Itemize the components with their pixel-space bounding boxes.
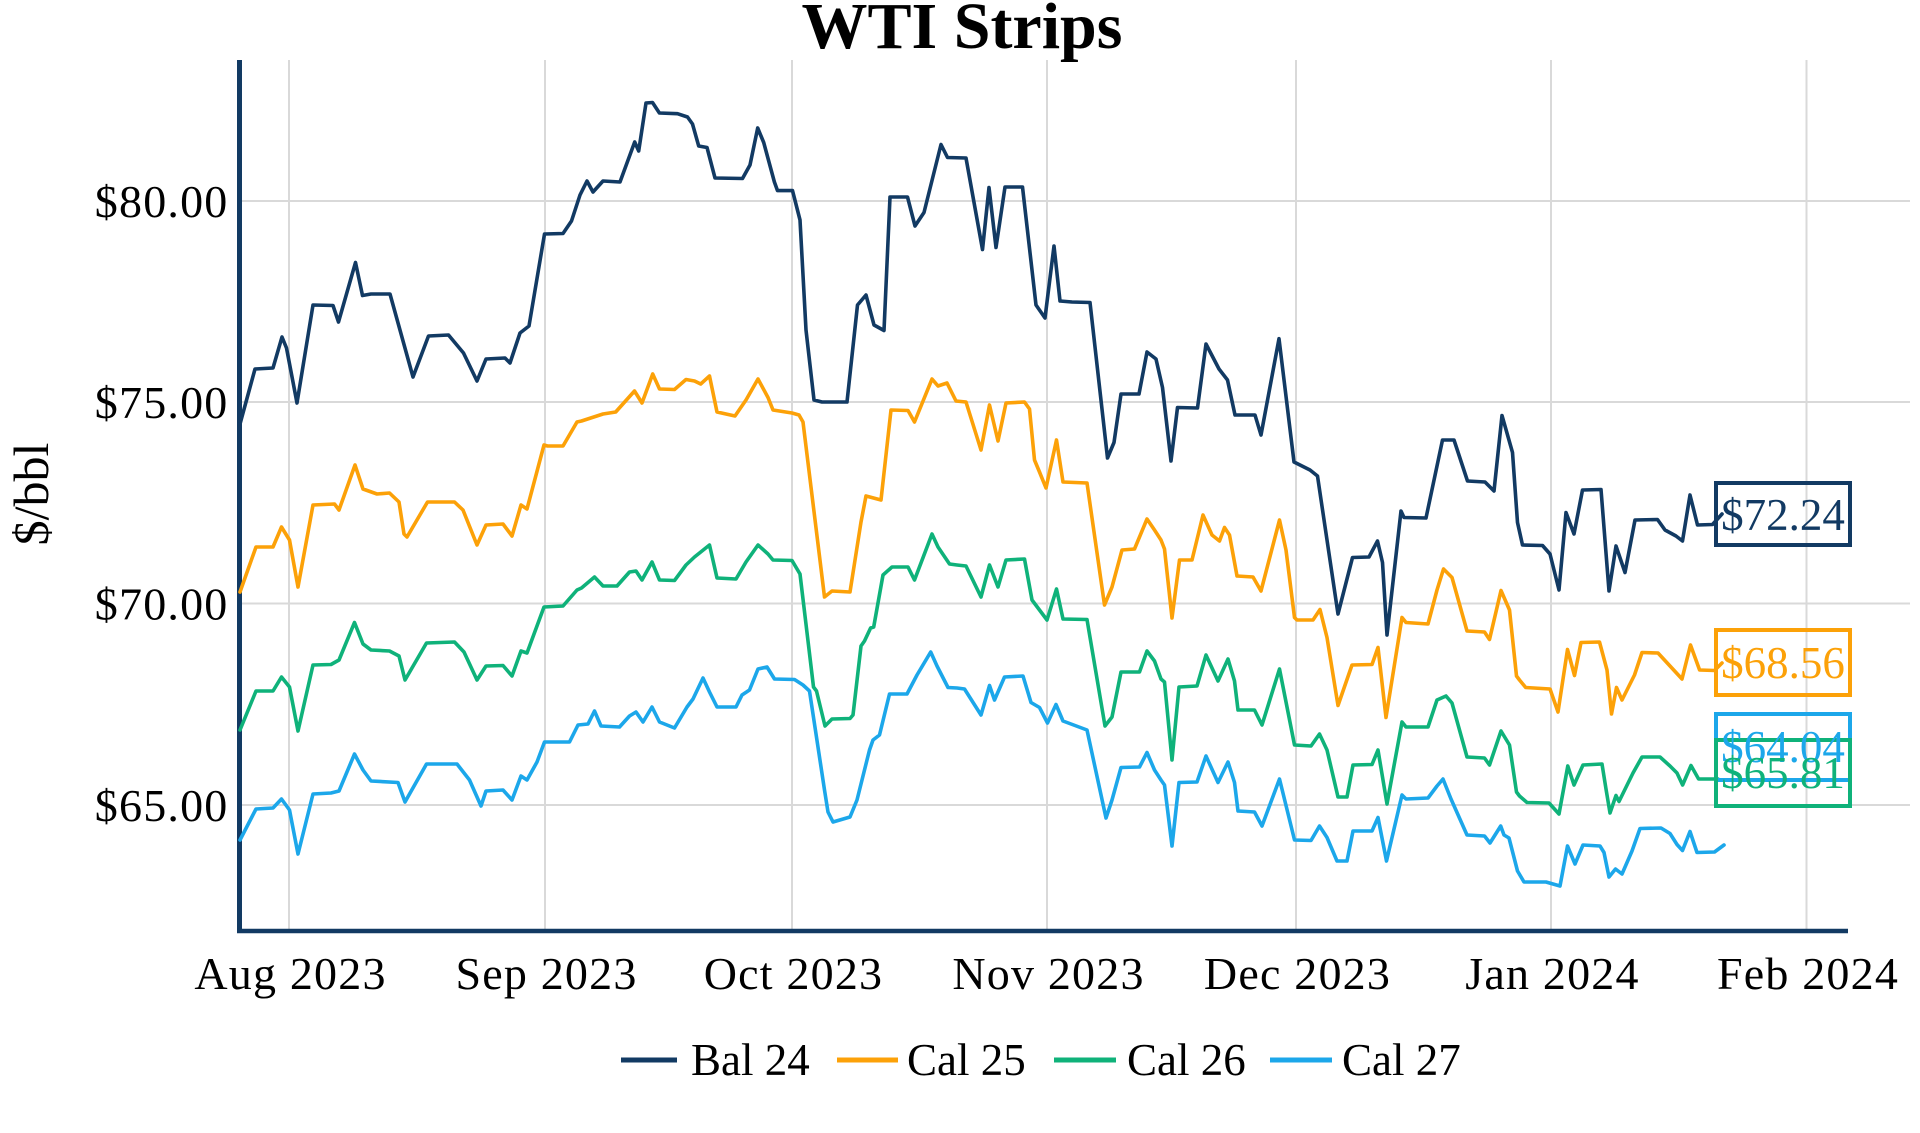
svg-text:Jan 2024: Jan 2024 [1465, 948, 1639, 999]
svg-text:Feb 2024: Feb 2024 [1717, 948, 1899, 999]
svg-text:$65.00: $65.00 [95, 780, 229, 831]
svg-text:$/bbl: $/bbl [3, 443, 59, 546]
svg-text:Sep 2023: Sep 2023 [455, 948, 637, 999]
svg-text:$68.56: $68.56 [1721, 638, 1845, 688]
svg-text:Aug 2023: Aug 2023 [194, 948, 386, 999]
svg-text:$64.04: $64.04 [1721, 722, 1845, 772]
svg-text:Nov 2023: Nov 2023 [952, 948, 1144, 999]
svg-text:$70.00: $70.00 [95, 579, 229, 630]
svg-text:$65.81: $65.81 [1721, 748, 1845, 798]
svg-text:Oct 2023: Oct 2023 [704, 948, 884, 999]
svg-text:Bal 24: Bal 24 [691, 1035, 810, 1085]
svg-text:$72.24: $72.24 [1721, 490, 1845, 540]
svg-text:$80.00: $80.00 [95, 176, 229, 227]
svg-text:Cal 27: Cal 27 [1342, 1035, 1461, 1085]
svg-text:Cal 25: Cal 25 [907, 1035, 1026, 1085]
svg-text:WTI Strips: WTI Strips [802, 0, 1123, 63]
svg-text:$75.00: $75.00 [95, 377, 229, 428]
svg-text:Dec 2023: Dec 2023 [1204, 948, 1391, 999]
svg-text:Cal 26: Cal 26 [1127, 1035, 1246, 1085]
